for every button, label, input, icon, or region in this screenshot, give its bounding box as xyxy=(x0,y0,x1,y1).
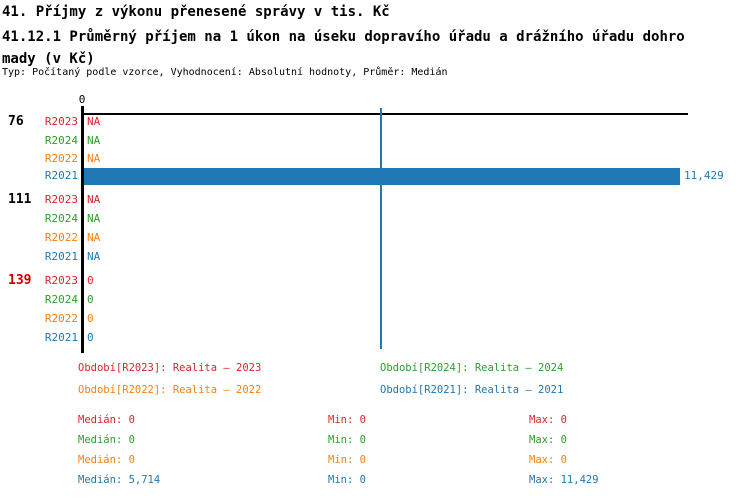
series-label: R2021 xyxy=(44,331,78,344)
value-label: NA xyxy=(87,152,101,165)
x-axis-line xyxy=(84,113,688,115)
series-label: R2023 xyxy=(44,274,78,287)
value-label: NA xyxy=(87,115,101,128)
series-label: R2022 xyxy=(44,231,78,244)
report-title: 41. Příjmy z výkonu přenesené správy v t… xyxy=(2,4,390,20)
series-label: R2022 xyxy=(44,312,78,325)
series-label: R2024 xyxy=(44,134,78,147)
value-label: NA xyxy=(87,231,101,244)
series-label: R2024 xyxy=(44,212,78,225)
legend-item-r2022: Období[R2022]: Realita – 2022 xyxy=(78,384,262,396)
median-reference-line xyxy=(380,108,382,349)
stat-max-r2022: Max: 0 xyxy=(529,454,567,466)
stat-max-r2024: Max: 0 xyxy=(529,434,567,446)
series-label: R2021 xyxy=(44,250,78,263)
value-label: NA xyxy=(87,212,101,225)
group-label: 111 xyxy=(8,192,32,207)
legend-item-r2024: Období[R2024]: Realita – 2024 xyxy=(380,362,564,374)
stat-median-r2022: Medián: 0 xyxy=(78,454,135,466)
stat-median-r2023: Medián: 0 xyxy=(78,414,135,426)
series-label: R2021 xyxy=(44,169,78,182)
value-label: 0 xyxy=(87,312,94,325)
legend-item-r2023: Období[R2023]: Realita – 2023 xyxy=(78,362,262,374)
stat-median-r2024: Medián: 0 xyxy=(78,434,135,446)
indicator-meta-line: Typ: Počítaný podle vzorce, Vyhodnocení:… xyxy=(2,67,448,78)
stat-min-r2021: Min: 0 xyxy=(328,474,366,486)
series-label: R2022 xyxy=(44,152,78,165)
bar xyxy=(84,168,680,185)
value-label: NA xyxy=(87,193,101,206)
bar-value-label: 11,429 xyxy=(684,169,724,182)
series-label: R2023 xyxy=(44,115,78,128)
stat-min-r2023: Min: 0 xyxy=(328,414,366,426)
value-label: 0 xyxy=(87,274,94,287)
legend-item-r2021: Období[R2021]: Realita – 2021 xyxy=(380,384,564,396)
stat-min-r2022: Min: 0 xyxy=(328,454,366,466)
series-label: R2024 xyxy=(44,293,78,306)
group-label: 139 xyxy=(8,273,32,288)
stat-max-r2023: Max: 0 xyxy=(529,414,567,426)
indicator-title: 41.12.1 Průměrný příjem na 1 úkon na úse… xyxy=(2,29,685,67)
group-label: 76 xyxy=(8,114,24,129)
series-label: R2023 xyxy=(44,193,78,206)
y-axis-line xyxy=(81,106,84,353)
stat-median-r2021: Medián: 5,714 xyxy=(78,474,161,486)
value-label: 0 xyxy=(87,331,94,344)
value-label: 0 xyxy=(87,293,94,306)
stat-min-r2024: Min: 0 xyxy=(328,434,366,446)
value-label: NA xyxy=(87,250,101,263)
stat-max-r2021: Max: 11,429 xyxy=(529,474,599,486)
x-axis-tick-label-zero: 0 xyxy=(78,93,86,106)
value-label: NA xyxy=(87,134,101,147)
